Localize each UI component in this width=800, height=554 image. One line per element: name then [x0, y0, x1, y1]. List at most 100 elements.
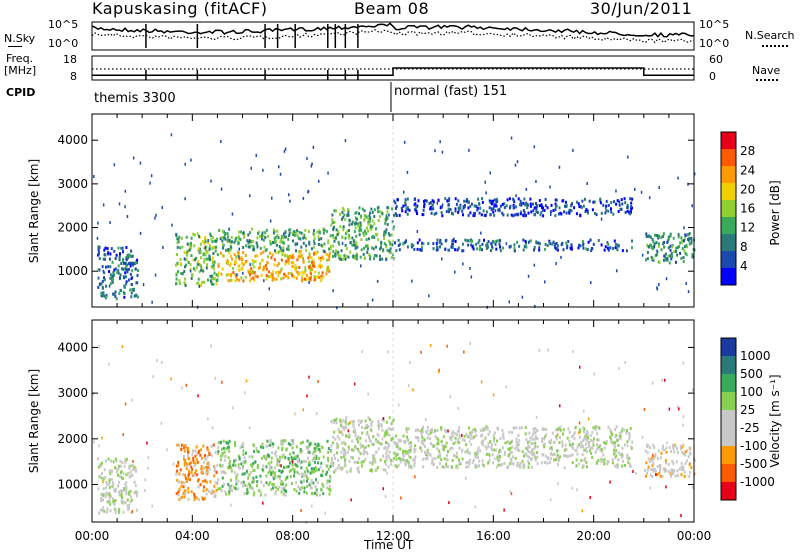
noise-spikes — [145, 24, 359, 48]
echo-cell — [528, 241, 530, 244]
echo-cell — [390, 422, 393, 426]
echo-cell — [181, 245, 184, 249]
echo-cell — [447, 450, 449, 453]
echo-cell — [517, 212, 520, 216]
echo-cell — [126, 504, 129, 508]
echo-cell — [365, 445, 368, 449]
cpid-mode-2: normal (fast) 151 — [394, 84, 508, 99]
echo-cell — [372, 459, 375, 463]
echo-cell — [382, 454, 385, 458]
echo-cell — [277, 475, 280, 478]
echo-cell — [236, 250, 239, 254]
echo-cell — [439, 454, 442, 458]
echo-cell — [605, 439, 608, 443]
echo-cell — [467, 448, 469, 452]
echo-cell — [627, 155, 629, 159]
echo-cell — [365, 238, 368, 242]
echo-cell — [618, 203, 621, 207]
echo-cell — [254, 254, 257, 258]
echo-cell — [612, 452, 615, 456]
echo-cell — [205, 266, 208, 270]
echo-cell — [244, 391, 246, 395]
echo-cell — [543, 461, 546, 464]
echo-cell — [457, 246, 460, 250]
echo-cell — [415, 205, 418, 209]
echo-cell — [309, 264, 312, 268]
echo-cell — [280, 258, 283, 262]
echo-cell — [533, 206, 536, 210]
echo-cell — [674, 444, 677, 448]
echo-cell — [281, 446, 284, 450]
echo-cell — [373, 257, 375, 261]
echo-cell — [254, 460, 257, 464]
echo-cell — [487, 240, 490, 244]
echo-cell — [297, 272, 300, 276]
echo-cell — [184, 162, 186, 166]
echo-cell — [527, 441, 529, 444]
echo-cell — [430, 207, 433, 211]
echo-cell — [131, 269, 134, 273]
echo-cell — [99, 508, 102, 512]
echo-cell — [564, 443, 567, 447]
colorbar-segment — [721, 132, 736, 150]
echo-cell — [279, 172, 282, 176]
echo-cell — [302, 256, 304, 260]
echo-cell — [235, 476, 238, 480]
echo-cell — [658, 260, 661, 264]
echo-cell — [191, 467, 194, 471]
echo-cell — [179, 262, 182, 265]
echo-cell — [289, 228, 292, 232]
echo-cell — [456, 248, 459, 252]
echo-cell — [585, 449, 587, 453]
echo-cell — [529, 239, 532, 243]
echo-cell — [317, 442, 320, 446]
echo-cell — [131, 473, 134, 477]
echo-cell — [687, 455, 690, 459]
echo-cell — [312, 252, 315, 256]
echo-cell — [380, 246, 383, 249]
echo-cell — [682, 361, 685, 365]
echo-cell — [228, 488, 231, 491]
echo-cell — [283, 493, 285, 497]
echo-cell — [111, 280, 114, 284]
echo-cell — [491, 239, 494, 243]
echo-cell — [172, 462, 175, 466]
echo-cell — [183, 250, 186, 254]
echo-cell — [690, 466, 693, 469]
echo-cell — [181, 386, 183, 390]
echo-cell — [305, 244, 308, 248]
echo-cell — [385, 430, 388, 434]
echo-cell — [628, 437, 631, 441]
echo-cell — [441, 465, 444, 469]
echo-cell — [342, 425, 345, 429]
echo-cell — [314, 454, 317, 458]
echo-cell — [407, 454, 410, 458]
echo-cell — [330, 223, 333, 227]
echo-cell — [242, 245, 245, 249]
echo-cell — [446, 458, 449, 461]
echo-cell — [631, 197, 634, 201]
echo-cell — [186, 450, 189, 454]
echo-cell — [235, 255, 238, 259]
echo-cell — [422, 457, 425, 461]
echo-cell — [315, 456, 318, 460]
echo-cell — [160, 421, 163, 425]
echo-cell — [359, 255, 362, 259]
echo-cell — [447, 429, 449, 433]
echo-cell — [108, 257, 111, 261]
echo-cell — [340, 518, 342, 522]
echo-cell — [516, 461, 519, 465]
echo-cell — [203, 466, 205, 470]
echo-cell — [291, 273, 294, 277]
echo-cell — [511, 445, 514, 449]
echo-cell — [317, 271, 320, 275]
echo-cell — [228, 449, 231, 453]
echo-cell — [469, 204, 472, 208]
echo-cell — [596, 432, 599, 436]
echo-cell — [364, 256, 367, 260]
echo-cell — [627, 444, 629, 448]
echo-cell — [305, 491, 308, 495]
echo-cell — [386, 449, 389, 453]
echo-cell — [289, 452, 292, 456]
echo-cell — [516, 160, 519, 164]
